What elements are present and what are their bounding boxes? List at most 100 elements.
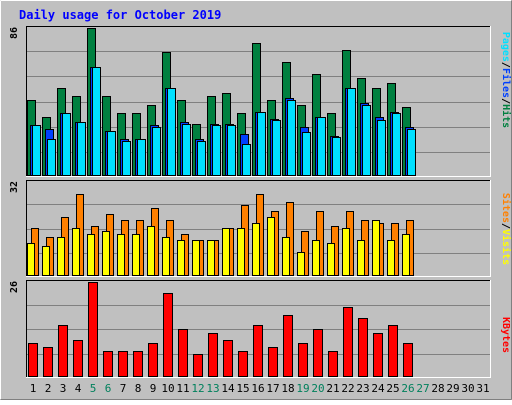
x-tick-label: 19 (296, 382, 309, 395)
bottom-kbytes-bar (163, 293, 173, 377)
top-panel-legend: Pages/Files/Hits (500, 32, 512, 128)
x-tick-label: 27 (416, 382, 429, 395)
bottom-kbytes-bar (73, 340, 83, 377)
bottom-kbytes-bar (193, 354, 203, 377)
bottom-kbytes-bar (313, 329, 323, 377)
x-tick-label: 31 (476, 382, 489, 395)
middle-visits-bar (192, 240, 200, 276)
x-tick-label: 10 (161, 382, 174, 395)
bottom-kbytes-bar (43, 347, 53, 377)
top-pages-bar (332, 137, 341, 176)
x-tick-label: 1 (30, 382, 37, 395)
top-pages-bar (77, 122, 86, 176)
middle-visits-bar (267, 217, 275, 276)
top-panel-max-label: 86 (9, 27, 20, 39)
bottom-panel-max-label: 26 (9, 281, 20, 293)
top-pages-bar (107, 131, 116, 176)
top-pages-bar (347, 88, 356, 176)
x-tick-label: 26 (401, 382, 414, 395)
x-tick-label: 14 (221, 382, 235, 395)
middle-visits-bar (132, 234, 140, 276)
top-pages-bar (407, 129, 416, 176)
top-pages-bar (122, 141, 131, 176)
top-pages-bar (227, 125, 236, 176)
top-pages-bar (167, 88, 176, 176)
legend-text: Sites (500, 193, 512, 223)
x-tick-label: 20 (311, 382, 324, 395)
bottom-kbytes-bar (238, 351, 248, 377)
x-tick-label: 30 (461, 382, 474, 395)
x-tick-label: 11 (176, 382, 189, 395)
middle-visits-bar (342, 228, 350, 276)
middle-visits-bar (222, 228, 230, 276)
bottom-kbytes-bar (118, 351, 128, 377)
top-pages-bar (182, 124, 191, 176)
bottom-kbytes-bar (388, 325, 398, 377)
x-tick-label: 2 (45, 382, 52, 395)
x-tick-label: 4 (75, 382, 82, 395)
legend-text: Hits (500, 104, 512, 128)
bottom-kbytes-bar (328, 351, 338, 377)
x-tick-label: 12 (191, 382, 204, 395)
middle-visits-bar (42, 246, 50, 276)
middle-visits-bar (237, 228, 245, 276)
top-pages-bar (47, 139, 56, 176)
legend-text: / (500, 98, 511, 104)
bottom-kbytes-bar (403, 343, 413, 377)
x-tick-label: 22 (341, 382, 354, 395)
x-tick-label: 8 (135, 382, 142, 395)
bottom-kbytes-bar (148, 343, 158, 377)
middle-visits-bar (102, 231, 110, 276)
x-tick-label: 5 (90, 382, 97, 395)
bottom-kbytes-bar (178, 329, 188, 377)
bottom-kbytes-bar (133, 351, 143, 377)
top-pages-bar (212, 125, 221, 176)
bottom-kbytes-bar (358, 318, 368, 377)
legend-text: Files (500, 68, 512, 98)
top-pages-bar (197, 141, 206, 176)
middle-visits-bar (327, 243, 335, 276)
middle-visits-bar (87, 234, 95, 276)
x-tick-label: 13 (206, 382, 219, 395)
top-pages-bar (152, 127, 161, 176)
middle-visits-bar (312, 240, 320, 276)
x-tick-label: 6 (105, 382, 112, 395)
x-tick-label: 16 (251, 382, 264, 395)
x-tick-label: 7 (120, 382, 127, 395)
middle-visits-bar (177, 240, 185, 276)
x-tick-label: 28 (431, 382, 444, 395)
chart-title: Daily usage for October 2019 (19, 8, 221, 22)
top-pages-bar (377, 120, 386, 176)
middle-visits-bar (27, 243, 35, 276)
x-axis-labels: 1 2 3 4 5 6 7 8 9 10 11 12 13 14 15 16 17 18 19 20 21 22 23 24 2… (30, 382, 490, 395)
bottom-kbytes-bar (343, 307, 353, 377)
middle-visits-bar (372, 220, 380, 276)
x-tick-label: 9 (150, 382, 157, 395)
bottom-kbytes-bar (208, 333, 218, 377)
top-pages-bar (272, 120, 281, 176)
middle-visits-bar (147, 226, 155, 276)
legend-text: Pages (500, 32, 511, 62)
bars-layer (27, 28, 416, 377)
middle-visits-bar (402, 234, 410, 276)
legend-text: / (500, 223, 511, 229)
x-tick-label: 29 (446, 382, 459, 395)
top-pages-bar (392, 113, 401, 176)
x-tick-label: 21 (326, 382, 339, 395)
top-pages-bar (287, 100, 296, 176)
top-pages-bar (137, 139, 146, 176)
top-pages-bar (317, 117, 326, 176)
middle-visits-bar (207, 240, 215, 276)
x-tick-label: 25 (386, 382, 399, 395)
top-pages-bar (92, 67, 101, 176)
x-tick-label: 15 (236, 382, 249, 395)
top-pages-bar (32, 125, 41, 176)
x-tick-label: 23 (356, 382, 369, 395)
legend-text: Visits (500, 229, 512, 265)
middle-panel-max-label: 32 (9, 181, 20, 193)
bottom-kbytes-bar (283, 315, 293, 377)
bottom-kbytes-bar (88, 282, 98, 377)
bottom-kbytes-bar (298, 343, 308, 377)
bottom-kbytes-bar (253, 325, 263, 377)
top-pages-bar (242, 144, 251, 176)
